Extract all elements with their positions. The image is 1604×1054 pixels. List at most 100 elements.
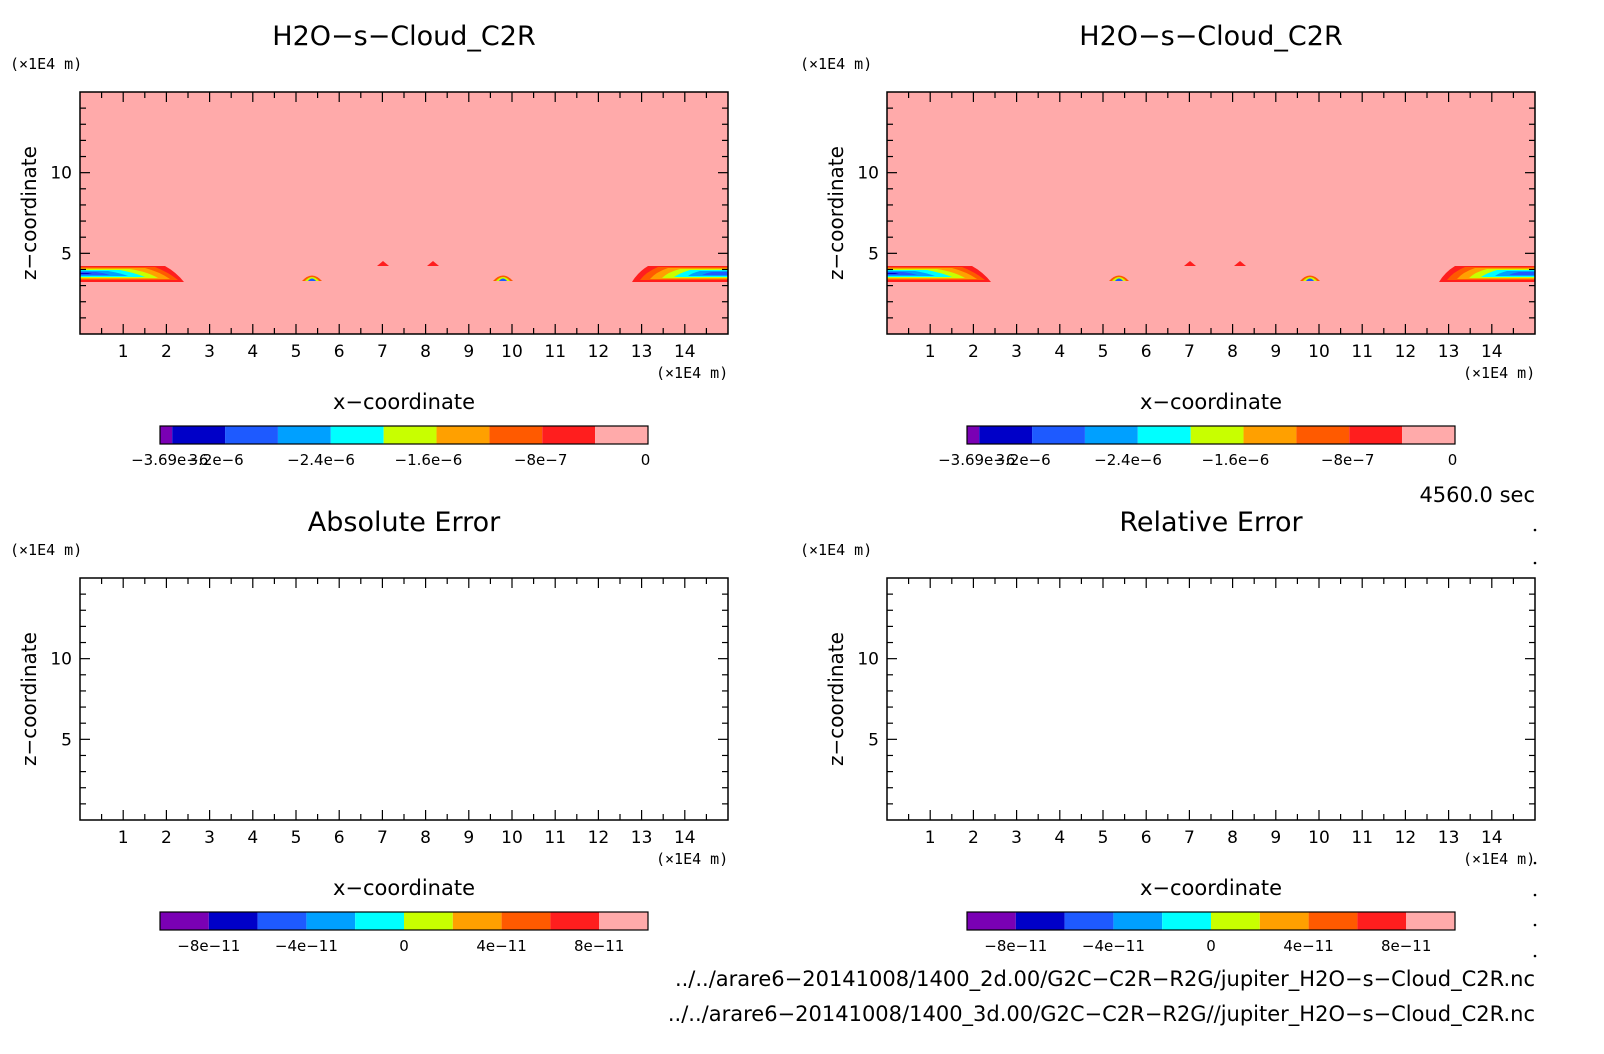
x-tick-label: 8 <box>420 828 431 848</box>
colorbar-segment <box>1349 426 1403 444</box>
y-tick-label: 5 <box>868 730 879 750</box>
x-tick-label: 4 <box>247 342 258 362</box>
x-tick-label: 8 <box>420 342 431 362</box>
small-cloud-2 <box>1300 275 1320 281</box>
colorbar-label: −1.6e−6 <box>395 451 463 469</box>
colorbar-label: −3.69e−6 <box>938 451 1015 469</box>
cloud-right <box>1439 266 1535 282</box>
y-axis-label: z−coordinate <box>17 146 41 280</box>
y-axis-label: z−coordinate <box>17 632 41 766</box>
colorbar-segment <box>257 912 307 930</box>
time-label: 4560.0 sec <box>1419 483 1535 507</box>
colorbar-segment <box>979 426 1033 444</box>
colorbar-segment <box>1406 912 1455 930</box>
x-tick-label: 1 <box>118 342 129 362</box>
colorbar: −3.69e−63.2e−6 −2.4e−6 −1.6e−6 −8e−7 0 <box>131 425 651 469</box>
y-tick-label: 10 <box>50 164 72 184</box>
x-unit-label: (×1E4 m) <box>1463 364 1535 382</box>
colorbar-segment <box>383 426 437 444</box>
x-tick-label: 14 <box>674 828 696 848</box>
colorbar-label: 0 <box>399 937 409 955</box>
colorbar-segment <box>489 426 543 444</box>
file-path-1: ../../arare6−20141008/1400_2d.00/G2C−C2R… <box>675 967 1535 992</box>
tiny-cloud-1 <box>377 261 389 266</box>
colorbar-label: −4e−11 <box>275 937 338 955</box>
colorbar-label: 4e−11 <box>1283 937 1333 955</box>
x-tick-label: 1 <box>925 828 936 848</box>
colorbar-label: 8e−11 <box>1381 937 1431 955</box>
colorbar-segment <box>1402 426 1455 444</box>
x-tick-label: 10 <box>501 342 523 362</box>
colorbar-frame <box>159 911 649 931</box>
colorbar-segment <box>306 912 356 930</box>
colorbar-label: −8e−7 <box>514 451 567 469</box>
x-tick-label: 5 <box>1098 828 1109 848</box>
edge-dots <box>1533 528 1537 958</box>
panel-bottom-left: Absolute Error (×1E4 m) 1 2 3 4 5 6 7 8 9 10 11 12 1… <box>10 507 729 955</box>
y-tick-label: 10 <box>857 164 879 184</box>
colorbar-segment <box>550 912 600 930</box>
x-tick-label: 12 <box>1395 828 1417 848</box>
y-axis-label: z−coordinate <box>824 146 848 280</box>
colorbar-segment <box>1064 912 1114 930</box>
colorbar-label: 3.2e−6 <box>189 451 244 469</box>
panel-title: Absolute Error <box>308 507 501 538</box>
colorbar-label: −8e−11 <box>177 937 240 955</box>
x-tick-label: 9 <box>463 342 474 362</box>
colorbar-label: 0 <box>1206 937 1216 955</box>
x-tick-label: 12 <box>588 342 610 362</box>
y-unit-label: (×1E4 m) <box>10 55 82 73</box>
x-tick-label: 10 <box>1308 342 1330 362</box>
colorbar-segment <box>1357 912 1407 930</box>
colorbar-frame <box>159 425 649 445</box>
colorbar-segment <box>542 426 596 444</box>
colorbar-label: −3.69e−6 <box>131 451 208 469</box>
colorbar-segment <box>225 426 278 444</box>
x-tick-label: 4 <box>247 828 258 848</box>
colorbar-segment <box>1308 912 1358 930</box>
colorbar-segment <box>1296 426 1350 444</box>
colorbar-segment <box>967 912 1016 930</box>
colorbar-segment <box>501 912 551 930</box>
colorbar-segment <box>1259 912 1309 930</box>
colorbar-label: −1.6e−6 <box>1202 451 1270 469</box>
x-tick-label: 9 <box>463 828 474 848</box>
file-path-2: ../../arare6−20141008/1400_3d.00/G2C−C2R… <box>668 1002 1535 1027</box>
y-unit-label: (×1E4 m) <box>800 541 872 559</box>
x-tick-label: 5 <box>1098 342 1109 362</box>
x-tick-label: 10 <box>501 828 523 848</box>
panel-title: H2O−s−Cloud_C2R <box>272 21 535 52</box>
x-tick-label: 2 <box>161 342 172 362</box>
x-tick-label: 3 <box>1011 828 1022 848</box>
colorbar-segment <box>967 426 980 444</box>
x-tick-label: 3 <box>1011 342 1022 362</box>
x-tick-label: 10 <box>1308 828 1330 848</box>
x-tick-label: 6 <box>334 828 345 848</box>
colorbar-segment <box>404 912 453 930</box>
colorbar-segment <box>1084 426 1138 444</box>
cloud-right <box>632 266 728 282</box>
panel-top-right: H2O−s−Cloud_C2R (×1E4 m) <box>800 21 1536 469</box>
x-unit-label: (×1E4 m) <box>1463 850 1535 868</box>
colorbar-segment <box>1137 426 1191 444</box>
y-unit-label: (×1E4 m) <box>10 541 82 559</box>
x-tick-label: 6 <box>334 342 345 362</box>
plot-field <box>80 92 728 334</box>
colorbar-label: 0 <box>641 451 651 469</box>
colorbar: −8e−11 −4e−11 0 4e−11 8e−11 <box>159 911 649 955</box>
x-tick-label: 7 <box>377 342 388 362</box>
colorbar-segment <box>452 912 502 930</box>
plot-frame <box>886 577 1536 821</box>
small-cloud-1 <box>302 275 322 281</box>
x-tick-label: 13 <box>1438 342 1460 362</box>
panel-top-left: H2O−s−Cloud_C2R (×1E4 m) <box>10 21 729 469</box>
x-tick-label: 8 <box>1227 828 1238 848</box>
x-tick-label: 7 <box>1184 342 1195 362</box>
colorbar-segment <box>599 912 648 930</box>
x-tick-label: 2 <box>968 342 979 362</box>
colorbar-frame <box>966 425 1456 445</box>
colorbar-segment <box>1243 426 1297 444</box>
colorbar-segment <box>1162 912 1211 930</box>
x-tick-label: 11 <box>1351 342 1373 362</box>
